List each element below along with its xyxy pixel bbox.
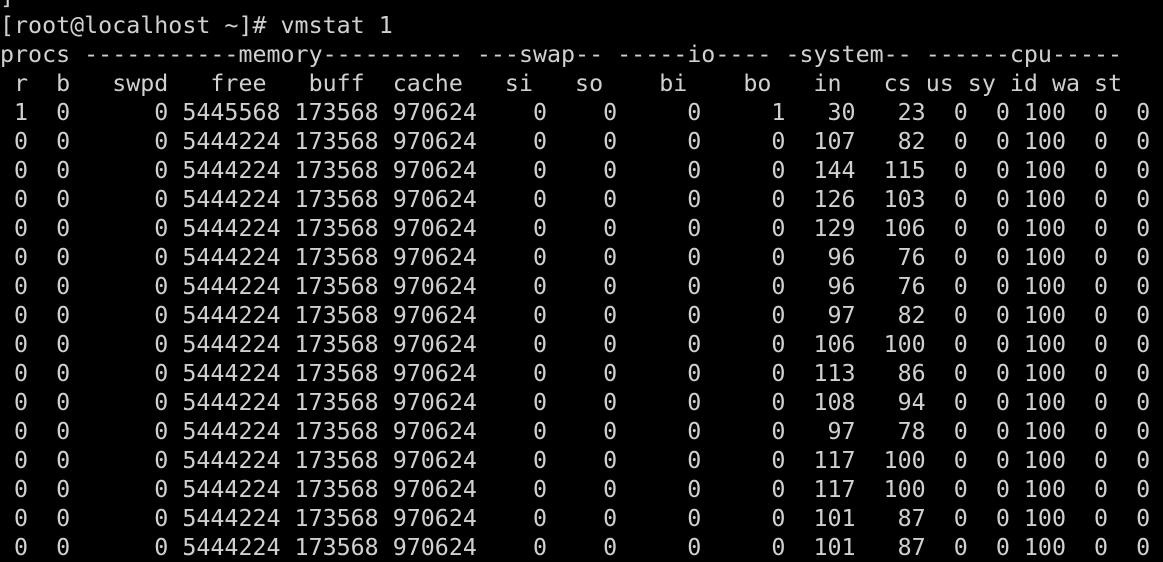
- vmstat-row: 0 0 0 5444224 173568 970624 0 0 0 0 113 …: [0, 360, 1151, 387]
- vmstat-row: 0 0 0 5444224 173568 970624 0 0 0 0 117 …: [0, 476, 1151, 503]
- vmstat-row: 0 0 0 5444224 173568 970624 0 0 0 0 96 7…: [0, 244, 1151, 271]
- vmstat-group-header: procs -----------memory---------- ---swa…: [0, 41, 1123, 68]
- prompt-line: [root@localhost ~]# vmstat 1: [0, 11, 1163, 40]
- vmstat-row: 0 0 0 5444224 173568 970624 0 0 0 0 101 …: [0, 534, 1151, 561]
- command-text: vmstat 1: [280, 12, 393, 39]
- vmstat-row: 0 0 0 5444224 173568 970624 0 0 0 0 106 …: [0, 331, 1151, 358]
- vmstat-row: 0 0 0 5444224 173568 970624 0 0 0 0 97 8…: [0, 302, 1151, 329]
- vmstat-row: 0 0 0 5444224 173568 970624 0 0 0 0 97 7…: [0, 418, 1151, 445]
- vmstat-row: 0 0 0 5444224 173568 970624 0 0 0 0 108 …: [0, 389, 1151, 416]
- vmstat-row: 0 0 0 5444224 173568 970624 0 0 0 0 117 …: [0, 447, 1151, 474]
- vmstat-row: 0 0 0 5444224 173568 970624 0 0 0 0 107 …: [0, 128, 1151, 155]
- clipped-char-fragment: ]: [0, 0, 14, 10]
- vmstat-row: 0 0 0 5444224 173568 970624 0 0 0 0 126 …: [0, 186, 1151, 213]
- vmstat-column-header: r b swpd free buff cache si so bi bo in …: [0, 70, 1123, 97]
- vmstat-row: 0 0 0 5444224 173568 970624 0 0 0 0 144 …: [0, 157, 1151, 184]
- vmstat-row: 0 0 0 5444224 173568 970624 0 0 0 0 96 7…: [0, 273, 1151, 300]
- clipped-previous-line: ]: [0, 0, 1163, 11]
- vmstat-row: 0 0 0 5444224 173568 970624 0 0 0 0 101 …: [0, 505, 1151, 532]
- shell-prompt: [root@localhost ~]#: [0, 12, 267, 39]
- vmstat-row: 1 0 0 5445568 173568 970624 0 0 0 1 30 2…: [0, 99, 1151, 126]
- vmstat-rows: 1 0 0 5445568 173568 970624 0 0 0 1 30 2…: [0, 98, 1163, 562]
- vmstat-row: 0 0 0 5444224 173568 970624 0 0 0 0 129 …: [0, 215, 1151, 242]
